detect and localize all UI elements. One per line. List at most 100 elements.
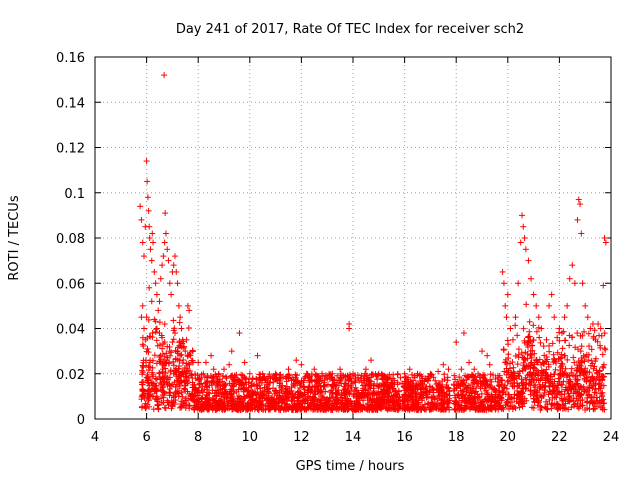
data-point — [170, 393, 177, 400]
y-tick-label: 0.04 — [56, 323, 85, 338]
data-point — [170, 358, 177, 365]
data-point — [322, 388, 329, 395]
data-point — [560, 378, 567, 385]
data-point — [170, 327, 177, 334]
data-point — [546, 348, 553, 355]
data-point — [305, 393, 312, 400]
data-point — [239, 372, 246, 379]
data-point — [463, 384, 470, 391]
data-point — [176, 381, 183, 388]
x-tick-label: 24 — [603, 430, 620, 445]
data-point — [321, 382, 328, 389]
data-point — [162, 405, 169, 412]
data-point — [507, 360, 514, 367]
data-point — [161, 404, 168, 411]
data-point — [174, 377, 181, 384]
data-point — [530, 395, 537, 402]
data-point — [512, 405, 519, 412]
x-tick-label: 16 — [396, 430, 413, 445]
data-point — [162, 369, 169, 376]
data-point — [590, 365, 597, 372]
data-point — [202, 379, 209, 386]
data-point — [188, 371, 195, 378]
data-point — [591, 327, 598, 334]
y-tick-label: 0.06 — [56, 277, 85, 292]
data-point — [238, 371, 245, 378]
data-point — [537, 339, 544, 346]
data-point — [439, 378, 446, 385]
data-point — [586, 391, 593, 398]
data-point — [533, 356, 540, 363]
data-points — [137, 72, 609, 413]
chart-title: Day 241 of 2017, Rate Of TEC Index for r… — [176, 22, 524, 37]
data-point — [558, 381, 565, 388]
data-point — [177, 342, 184, 349]
data-point — [599, 351, 606, 358]
y-axis-title: ROTI / TECUs — [7, 195, 22, 280]
data-point — [585, 330, 592, 337]
grid-lines — [95, 57, 611, 419]
data-point — [410, 377, 417, 384]
data-point — [325, 381, 332, 388]
data-point — [483, 389, 490, 396]
x-tick-label: 18 — [448, 430, 465, 445]
data-point — [195, 376, 202, 383]
data-point — [515, 346, 522, 353]
data-point — [529, 342, 536, 349]
data-point — [525, 343, 532, 350]
data-point — [368, 374, 375, 381]
x-tick-label: 6 — [142, 430, 150, 445]
x-tick-label: 22 — [551, 430, 568, 445]
data-point — [572, 400, 579, 407]
data-point — [182, 382, 189, 389]
data-point — [556, 337, 563, 344]
data-point — [571, 401, 578, 408]
x-tick-label: 8 — [194, 430, 202, 445]
data-point — [515, 400, 522, 407]
data-point — [432, 377, 439, 384]
data-point — [512, 352, 519, 359]
data-point — [397, 374, 404, 381]
data-point — [233, 388, 240, 395]
data-point — [153, 337, 160, 344]
x-tick-label: 4 — [91, 430, 99, 445]
data-point — [573, 367, 580, 374]
data-point — [597, 385, 604, 392]
data-point — [549, 340, 556, 347]
data-point — [194, 372, 201, 379]
data-point — [504, 369, 511, 376]
data-point — [545, 391, 552, 398]
data-point — [505, 341, 512, 348]
data-point — [172, 383, 179, 390]
x-tick-label: 10 — [242, 430, 259, 445]
x-tick-label: 14 — [345, 430, 362, 445]
data-point — [504, 378, 511, 385]
y-tick-label: 0.02 — [56, 368, 85, 383]
data-point — [138, 396, 145, 403]
data-point — [241, 385, 248, 392]
data-point — [595, 380, 602, 387]
data-point — [146, 359, 153, 366]
data-point — [523, 301, 530, 308]
data-point — [575, 405, 582, 412]
data-point — [581, 328, 588, 335]
y-tick-label: 0.16 — [56, 51, 85, 66]
data-point — [487, 376, 494, 383]
data-point — [212, 371, 219, 378]
data-point — [592, 358, 599, 365]
data-point — [575, 358, 582, 365]
data-point — [514, 361, 521, 368]
axis-ticks — [94, 56, 612, 420]
data-point — [554, 349, 561, 356]
data-point — [476, 374, 483, 381]
data-point — [161, 321, 168, 328]
data-point — [177, 404, 184, 411]
data-point — [526, 318, 533, 325]
data-point — [168, 349, 175, 356]
data-point — [558, 360, 565, 367]
data-point — [229, 383, 236, 390]
data-point — [519, 367, 526, 374]
y-tick-label: 0.1 — [64, 187, 85, 202]
data-point — [156, 319, 163, 326]
data-point — [182, 388, 189, 395]
